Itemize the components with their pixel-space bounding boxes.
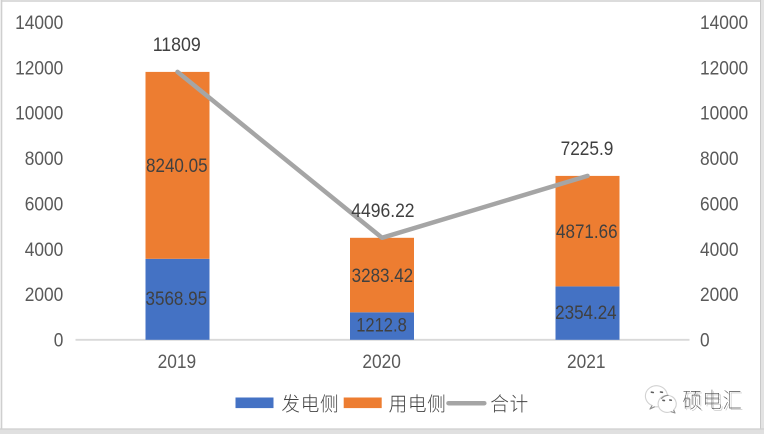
- svg-text:3283.42: 3283.42: [352, 266, 414, 287]
- svg-text:4000: 4000: [25, 240, 64, 261]
- svg-text:8000: 8000: [700, 149, 739, 170]
- svg-text:2020: 2020: [362, 352, 401, 373]
- svg-text:6000: 6000: [700, 195, 739, 216]
- svg-text:1212.8: 1212.8: [356, 316, 407, 337]
- svg-text:14000: 14000: [15, 13, 63, 34]
- svg-text:6000: 6000: [25, 195, 64, 216]
- svg-text:4000: 4000: [700, 240, 739, 261]
- svg-text:2019: 2019: [158, 352, 197, 373]
- svg-text:8000: 8000: [25, 149, 64, 170]
- svg-text:7225.9: 7225.9: [561, 139, 614, 160]
- svg-text:10000: 10000: [15, 104, 63, 125]
- svg-text:0: 0: [700, 331, 710, 352]
- svg-text:2021: 2021: [567, 352, 606, 373]
- svg-text:3568.95: 3568.95: [146, 289, 208, 310]
- svg-text:10000: 10000: [700, 104, 748, 125]
- svg-text:11809: 11809: [153, 35, 201, 56]
- svg-text:2354.24: 2354.24: [555, 303, 617, 324]
- svg-text:4871.66: 4871.66: [556, 222, 618, 243]
- svg-text:8240.05: 8240.05: [146, 156, 208, 177]
- svg-text:2000: 2000: [700, 285, 739, 306]
- svg-text:14000: 14000: [700, 13, 748, 34]
- svg-text:4496.22: 4496.22: [351, 201, 414, 222]
- svg-text:2000: 2000: [25, 285, 64, 306]
- svg-text:12000: 12000: [15, 58, 63, 79]
- svg-text:12000: 12000: [700, 58, 748, 79]
- svg-text:0: 0: [54, 331, 64, 352]
